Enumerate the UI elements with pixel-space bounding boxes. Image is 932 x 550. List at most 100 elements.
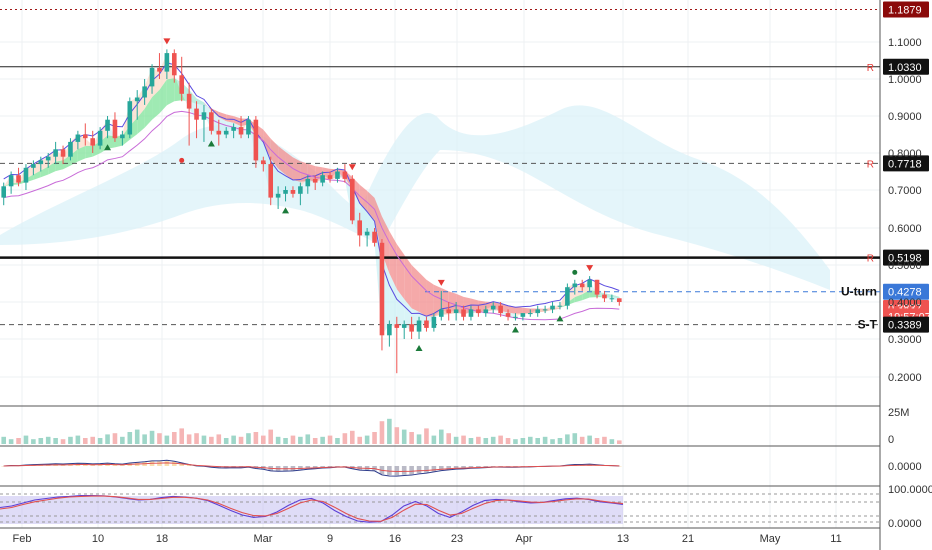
- volume-bar: [186, 434, 192, 444]
- ema-ribbon-segment: [152, 89, 160, 120]
- candle-body: [179, 75, 185, 94]
- osc-tick-label: 0.0000: [888, 461, 922, 473]
- volume-bar: [357, 436, 363, 444]
- volume-tick-label: 25M: [888, 407, 909, 419]
- volume-bar: [483, 438, 489, 444]
- volume-bar: [364, 435, 370, 444]
- osc-histogram-bar: [387, 466, 392, 476]
- price-badge-0: [883, 1, 929, 18]
- candle-body: [45, 156, 51, 161]
- candle-body: [320, 175, 325, 183]
- candle-body: [446, 309, 452, 314]
- candle-body: [283, 190, 288, 194]
- sell-arrow-marker: [586, 265, 594, 272]
- candle-body: [579, 283, 585, 288]
- ema-ribbon-segment: [77, 146, 86, 162]
- ema-ribbon-segment: [559, 302, 568, 309]
- osc-histogram-bar: [616, 465, 622, 467]
- candle-body: [38, 160, 44, 165]
- volume-bar: [416, 434, 422, 444]
- x-tick-label: 11: [830, 533, 841, 545]
- candle-body: [216, 130, 222, 135]
- candle-body: [8, 175, 14, 187]
- volume-bar: [401, 429, 407, 444]
- volume-bar: [112, 433, 118, 444]
- volume-bar: [209, 436, 214, 444]
- volume-bar: [520, 438, 526, 444]
- ema-ribbon-segment: [33, 170, 41, 180]
- volume-bar: [238, 436, 244, 444]
- candle-body: [513, 316, 518, 318]
- ema-ribbon-segment: [470, 298, 479, 313]
- volume-bar: [260, 435, 266, 444]
- buy-arrow-marker: [282, 207, 290, 214]
- candle-body: [364, 231, 370, 236]
- volume-bar: [82, 438, 88, 444]
- candle-body: [438, 309, 444, 317]
- candle-body: [275, 193, 281, 198]
- volume-bar: [438, 429, 444, 444]
- x-tick-label: 9: [327, 533, 333, 545]
- volume-bar: [1, 436, 7, 444]
- candle-body: [520, 313, 526, 317]
- volume-bar: [216, 434, 222, 444]
- osc-histogram-bar: [431, 466, 437, 472]
- level-tag-2: R: [867, 159, 874, 170]
- candle-body: [609, 298, 615, 300]
- buy-arrow-marker: [104, 144, 112, 151]
- ema-ribbon-segment: [433, 284, 442, 317]
- candle-body: [349, 178, 355, 221]
- volume-bar: [342, 433, 348, 444]
- candle-body: [31, 164, 36, 168]
- candle-body: [461, 309, 466, 317]
- volume-bar: [535, 438, 541, 444]
- candle-layer: [1, 49, 622, 374]
- ema-ribbon-segment: [263, 129, 271, 159]
- candle-body: [201, 112, 207, 120]
- osc-histogram-bar: [305, 466, 311, 469]
- price-tick-label: 0.5000: [888, 260, 922, 272]
- volume-bar: [424, 428, 429, 444]
- volume-bar: [120, 436, 125, 444]
- candle-body: [594, 279, 600, 295]
- volume-bar: [476, 436, 481, 444]
- buy-arrow-marker: [511, 326, 519, 333]
- candle-body: [542, 309, 548, 311]
- fast-cloud-segment: [218, 117, 227, 135]
- volume-bar: [68, 436, 73, 444]
- ema-ribbon-segment: [359, 184, 368, 212]
- x-tick-label: 10: [92, 533, 104, 545]
- ema-ribbon-segment: [55, 160, 64, 172]
- candle-body: [468, 309, 474, 317]
- ema-ribbon-segment: [292, 157, 301, 182]
- candle-body: [290, 190, 296, 194]
- candle-body: [186, 93, 192, 109]
- price-badge-7: [883, 316, 929, 333]
- osc-line-signal: [3, 462, 620, 472]
- price-badge-label-7: 0.3389: [888, 320, 922, 332]
- volume-bar: [134, 429, 140, 444]
- ema-ribbon-segment: [137, 108, 145, 135]
- candle-body: [565, 287, 570, 306]
- ema-ribbon-segment: [515, 306, 523, 314]
- osc-histogram-bar: [164, 460, 170, 466]
- candle-body: [424, 320, 429, 328]
- candle-body: [312, 178, 318, 183]
- volume-bar: [498, 435, 503, 444]
- volume-tick-label: 0: [888, 434, 894, 446]
- ema-ribbon-segment: [374, 197, 382, 254]
- volume-bar: [379, 421, 385, 444]
- volume-bar: [38, 438, 44, 444]
- volume-bar: [594, 438, 600, 444]
- volume-bar: [312, 438, 318, 444]
- volume-bar: [142, 434, 147, 444]
- candle-body: [394, 324, 400, 328]
- candle-body: [223, 130, 229, 135]
- volume-bar: [579, 436, 585, 444]
- price-tick-label: 0.8000: [888, 148, 922, 160]
- candle-body: [335, 171, 340, 179]
- osc-histogram-bar: [416, 466, 422, 474]
- ema-ribbon-segment: [144, 97, 153, 128]
- candle-body: [120, 134, 125, 139]
- candle-body: [194, 108, 199, 120]
